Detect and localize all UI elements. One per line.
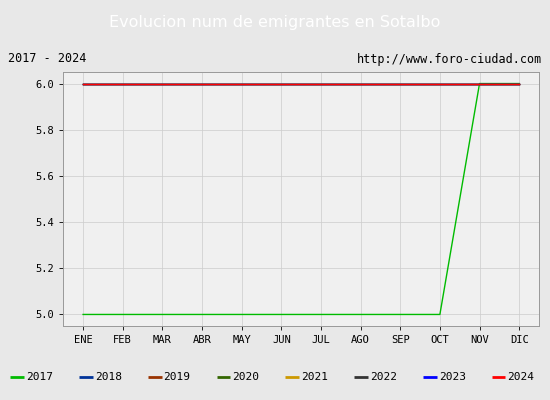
Text: 2019: 2019 [164, 372, 191, 382]
Text: 2017 - 2024: 2017 - 2024 [8, 52, 87, 66]
Text: 2024: 2024 [508, 372, 535, 382]
Text: 2017: 2017 [26, 372, 53, 382]
Text: 2022: 2022 [370, 372, 397, 382]
Text: 2023: 2023 [439, 372, 466, 382]
Text: 2020: 2020 [232, 372, 260, 382]
Text: http://www.foro-ciudad.com: http://www.foro-ciudad.com [356, 52, 542, 66]
Text: 2018: 2018 [95, 372, 122, 382]
Text: Evolucion num de emigrantes en Sotalbo: Evolucion num de emigrantes en Sotalbo [109, 16, 441, 30]
Text: 2021: 2021 [301, 372, 328, 382]
